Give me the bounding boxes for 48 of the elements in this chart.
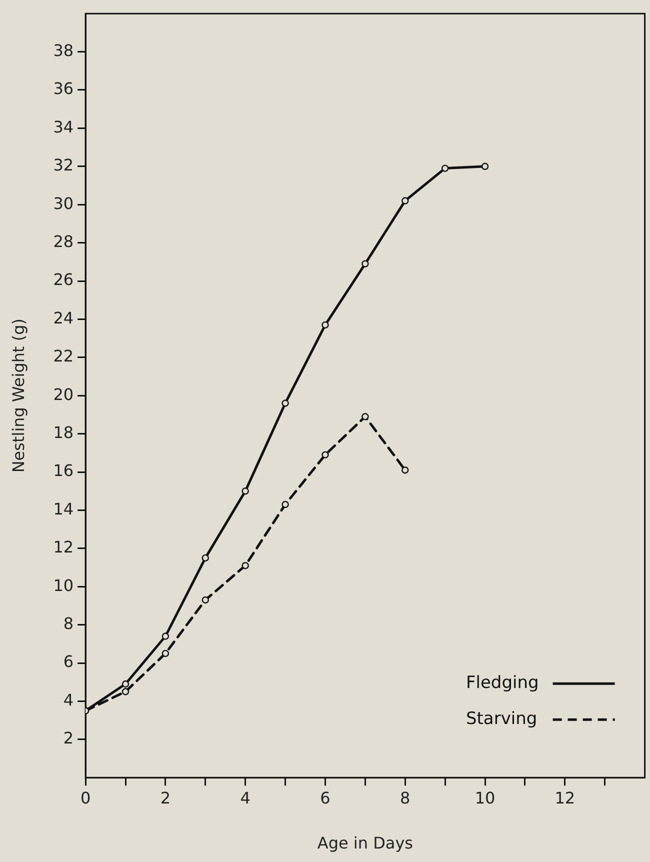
x-tick-label: 12 xyxy=(554,788,576,808)
y-tick-label: 20 xyxy=(53,384,74,404)
y-tick-label: 2 xyxy=(63,728,74,748)
point xyxy=(202,554,209,562)
point xyxy=(242,562,249,570)
y-tick-label: 12 xyxy=(53,538,74,557)
point xyxy=(162,650,170,658)
x-axis-title: Age in Days xyxy=(317,834,413,853)
y-tick-label: 26 xyxy=(53,270,74,290)
x-tick-label: 6 xyxy=(320,788,330,808)
point xyxy=(282,500,289,508)
x-tick-label: 0 xyxy=(80,788,91,808)
y-tick-label: 16 xyxy=(53,461,74,480)
legend-label: Fledging xyxy=(466,673,539,694)
point xyxy=(162,632,170,640)
point xyxy=(322,321,329,329)
point xyxy=(122,688,130,696)
point xyxy=(441,164,449,172)
point xyxy=(402,466,409,474)
x-tick-label: 2 xyxy=(160,788,171,808)
y-tick-label: 18 xyxy=(53,422,74,442)
y-tick-label: 24 xyxy=(53,308,74,328)
y-tick-label: 14 xyxy=(53,499,74,518)
point xyxy=(122,680,130,688)
x-tick-label: 10 xyxy=(474,788,496,808)
y-tick-label: 6 xyxy=(63,652,74,672)
point xyxy=(282,400,289,407)
y-tick-label: 32 xyxy=(53,156,74,175)
y-tick-label: 8 xyxy=(63,614,74,633)
legend-label: Starving xyxy=(466,709,538,730)
point xyxy=(322,451,329,458)
point xyxy=(402,197,409,204)
point xyxy=(202,596,209,604)
y-tick-label: 22 xyxy=(53,346,74,366)
y-tick-label: 10 xyxy=(53,576,74,595)
y-axis-title: Nestling Weight (g) xyxy=(8,318,28,473)
y-tick-label: 34 xyxy=(53,117,74,136)
y-tick-label: 38 xyxy=(53,40,74,60)
x-tick-label: 8 xyxy=(400,788,410,808)
y-tick-label: 36 xyxy=(53,79,74,98)
y-tick-label: 28 xyxy=(53,232,74,251)
point xyxy=(242,488,249,495)
point xyxy=(362,413,369,420)
y-tick-label: 30 xyxy=(53,194,74,213)
point xyxy=(481,162,489,170)
x-tick-label: 4 xyxy=(240,788,250,808)
y-tick-label: 4 xyxy=(63,690,74,710)
point xyxy=(362,260,369,268)
